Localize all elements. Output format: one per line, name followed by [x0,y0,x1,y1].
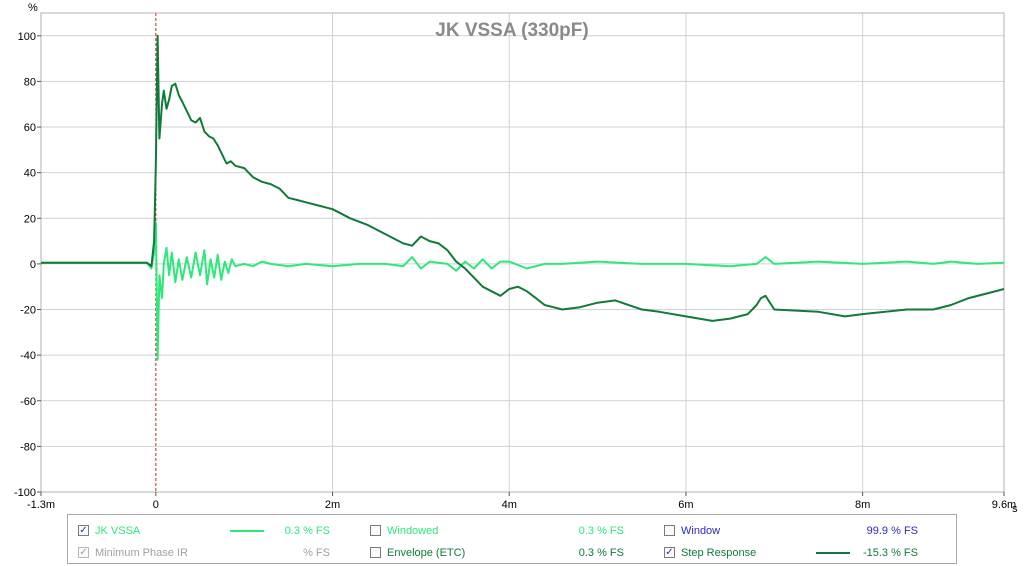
chart: -100 -80 -60 -40 -20 0 20 40 60 80 100 -1.3m 0 2m 4m 6m… [14,2,1018,514]
series [41,34,1005,361]
y-tick-label: -40 [20,350,36,362]
legend-checkbox-envelope[interactable] [370,547,381,558]
legend-value-envelope: 0.3 % FS [578,547,624,559]
x-tick-label: 4m [502,499,517,511]
legend-item-jk-vssa: ✓ JK VSSA 0.3 % FS [78,525,330,539]
y-tick-label: 60 [24,122,36,134]
x-tick-label: 8m [855,499,870,511]
y-tick-label: -100 [14,487,36,499]
legend-label-window: Window [681,525,721,537]
y-tick-label: -60 [20,396,36,408]
x-tick-label: -1.3m [27,499,55,511]
legend-checkbox-windowed[interactable] [370,525,381,536]
x-tick-label: 2m [325,499,340,511]
legend-panel: ✓ JK VSSA 0.3 % FS ✓ Minimum Phase IR % FS Win… [67,514,957,564]
plot-area-frame [40,12,1005,493]
legend-swatch-step-response [816,552,850,554]
legend-value-window: 99.9 % FS [866,525,918,537]
axes: -100 -80 -60 -40 -20 0 20 40 60 80 100 -1.3m 0 2m 4m 6m… [14,31,1016,511]
grid [41,13,1004,492]
series-line-step-response [41,34,1005,322]
y-tick-label: -80 [20,441,36,453]
legend-label-min-phase-ir: Minimum Phase IR [95,547,188,559]
legend-value-windowed: 0.3 % FS [578,525,624,537]
chart-title: JK VSSA (330pF) [435,20,588,41]
x-axis-unit: s [1012,503,1018,514]
legend-value-jk-vssa: 0.3 % FS [284,525,330,537]
y-axis-label: % [28,2,38,14]
legend-item-envelope: Envelope (ETC) 0.3 % FS [370,547,624,561]
y-tick-label: 20 [24,213,36,225]
y-tick-label: 40 [24,168,36,180]
legend-item-min-phase-ir: ✓ Minimum Phase IR % FS [78,547,330,561]
legend-swatch-jk-vssa [230,530,264,532]
legend-label-step-response: Step Response [681,547,757,559]
legend-checkbox-step-response[interactable]: ✓ [664,547,675,558]
series-line-jk-vssa [41,221,1005,361]
legend-value-min-phase-ir: % FS [303,547,330,559]
legend-checkbox-min-phase-ir: ✓ [78,547,89,558]
y-tick-label: -20 [20,305,36,317]
legend-checkbox-window[interactable] [664,525,675,536]
legend-label-windowed: Windowed [387,525,439,537]
y-tick-label: 0 [30,259,36,271]
legend-checkbox-jk-vssa[interactable]: ✓ [78,525,89,536]
y-tick-label: 80 [24,76,36,88]
legend-item-windowed: Windowed 0.3 % FS [370,525,624,539]
x-tick-label: 0 [153,499,159,511]
legend-item-step-response: ✓ Step Response -15.3 % FS [664,547,918,561]
x-tick-label: 9.6m [992,499,1016,511]
legend-value-step-response: -15.3 % FS [862,547,918,559]
x-tick-label: 6m [678,499,693,511]
legend-label-envelope: Envelope (ETC) [387,547,466,559]
legend-item-window: Window 99.9 % FS [664,525,918,539]
legend-label-jk-vssa: JK VSSA [95,525,141,537]
y-tick-label: 100 [18,31,36,43]
